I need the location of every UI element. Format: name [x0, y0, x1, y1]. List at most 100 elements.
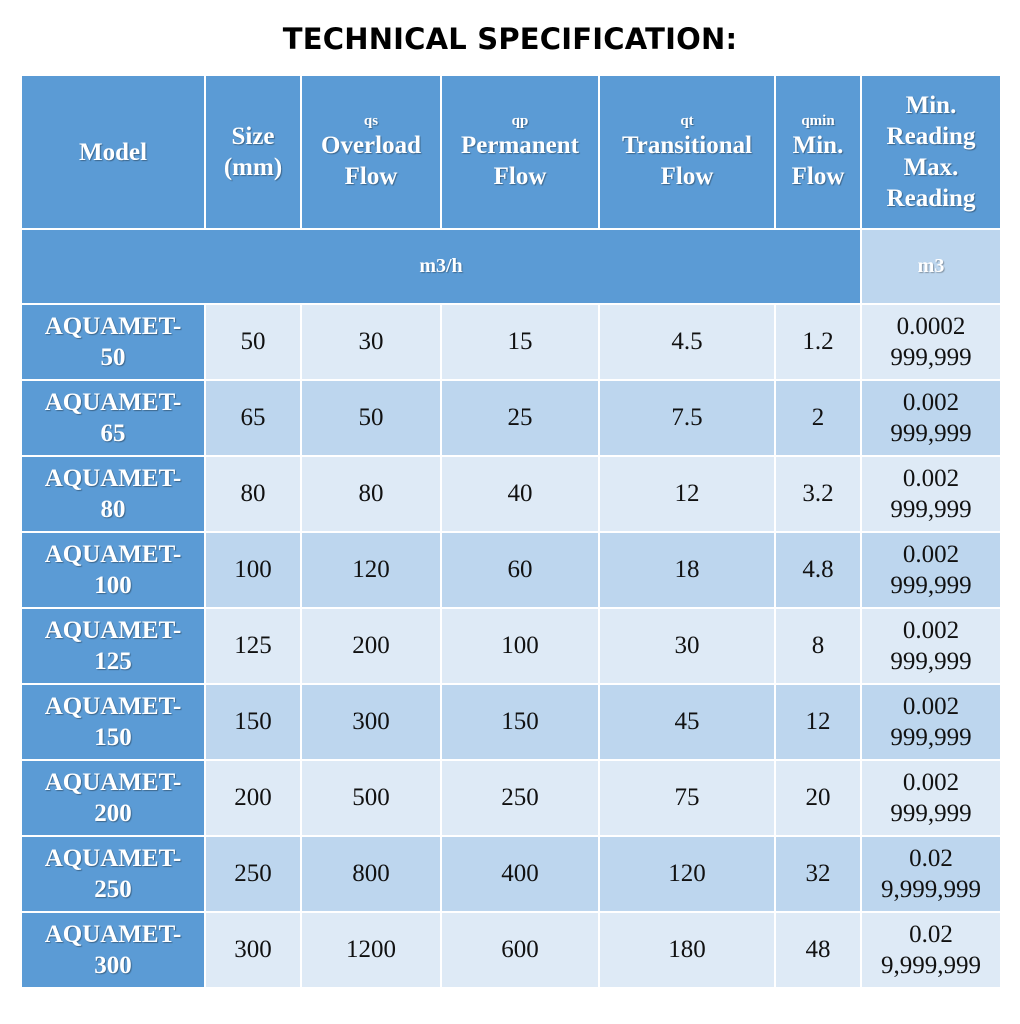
min-reading: 0.002: [902, 541, 960, 568]
header-qp: qp Permanent Flow: [440, 74, 600, 230]
min-flow-cell: 4.8: [774, 531, 862, 609]
reading-cell: 0.0002 999,999: [860, 303, 1002, 381]
model-cell: AQUAMET- 65: [20, 379, 206, 457]
size-cell: 65: [204, 379, 302, 457]
reading-cell: 0.002 999,999: [860, 607, 1002, 685]
max-reading: 9,999,999: [881, 952, 981, 979]
model-cell: AQUAMET- 200: [20, 759, 206, 837]
permanent-flow-cell: 150: [440, 683, 600, 761]
min-flow-cell: 3.2: [774, 455, 862, 533]
transitional-flow-cell: 45: [598, 683, 776, 761]
permanent-flow-cell: 25: [440, 379, 600, 457]
min-flow-cell: 48: [774, 911, 862, 989]
min-reading: 0.002: [902, 769, 960, 796]
table-row: AQUAMET- 125 125 200 100 30 8 0.002 999,999: [20, 607, 1002, 685]
header-qt: qt Transitional Flow: [598, 74, 776, 230]
reading-cell: 0.002 999,999: [860, 683, 1002, 761]
table-row: AQUAMET- 80 80 80 40 12 3.2 0.002 999,999: [20, 455, 1002, 533]
transitional-flow-cell: 75: [598, 759, 776, 837]
max-reading: 999,999: [890, 572, 972, 599]
header-reading: Min. Reading Max. Reading: [860, 74, 1002, 230]
table-row: AQUAMET- 250 250 800 400 120 32 0.02 9,999,999: [20, 835, 1002, 913]
volume-unit: m3: [860, 228, 1002, 305]
model-cell: AQUAMET- 125: [20, 607, 206, 685]
max-reading: 999,999: [890, 344, 972, 371]
transitional-flow-cell: 12: [598, 455, 776, 533]
table-row: AQUAMET- 100 100 120 60 18 4.8 0.002 999,999: [20, 531, 1002, 609]
min-reading: 0.02: [909, 845, 953, 872]
min-reading: 0.0002: [896, 313, 966, 340]
transitional-flow-cell: 4.5: [598, 303, 776, 381]
page-title: TECHNICAL SPECIFICATION:: [282, 22, 738, 56]
header-model: Model: [20, 74, 206, 230]
model-cell: AQUAMET- 80: [20, 455, 206, 533]
permanent-flow-cell: 400: [440, 835, 600, 913]
permanent-flow-cell: 40: [440, 455, 600, 533]
overload-flow-cell: 200: [300, 607, 442, 685]
min-flow-cell: 32: [774, 835, 862, 913]
table-row: AQUAMET- 50 50 30 15 4.5 1.2 0.0002 999,999: [20, 303, 1002, 381]
model-cell: AQUAMET- 300: [20, 911, 206, 989]
transitional-flow-cell: 180: [598, 911, 776, 989]
overload-flow-cell: 80: [300, 455, 442, 533]
model-cell: AQUAMET- 100: [20, 531, 206, 609]
table-row: AQUAMET- 200 200 500 250 75 20 0.002 999,999: [20, 759, 1002, 837]
size-cell: 150: [204, 683, 302, 761]
model-cell: AQUAMET- 150: [20, 683, 206, 761]
size-cell: 250: [204, 835, 302, 913]
size-cell: 125: [204, 607, 302, 685]
max-reading: 999,999: [890, 420, 972, 447]
permanent-flow-cell: 15: [440, 303, 600, 381]
table-row: AQUAMET- 150 150 300 150 45 12 0.002 999,999: [20, 683, 1002, 761]
reading-cell: 0.002 999,999: [860, 759, 1002, 837]
table-row: AQUAMET- 300 300 1200 600 180 48 0.02 9,999,999: [20, 911, 1002, 989]
transitional-flow-cell: 18: [598, 531, 776, 609]
size-cell: 100: [204, 531, 302, 609]
max-reading: 9,999,999: [881, 876, 981, 903]
max-reading: 999,999: [890, 800, 972, 827]
permanent-flow-cell: 600: [440, 911, 600, 989]
reading-cell: 0.002 999,999: [860, 531, 1002, 609]
transitional-flow-cell: 120: [598, 835, 776, 913]
model-cell: AQUAMET- 250: [20, 835, 206, 913]
flow-unit: m3/h: [20, 228, 862, 305]
permanent-flow-cell: 60: [440, 531, 600, 609]
max-reading: 999,999: [890, 724, 972, 751]
min-reading: 0.002: [902, 465, 960, 492]
overload-flow-cell: 120: [300, 531, 442, 609]
max-reading: 999,999: [890, 648, 972, 675]
header-qs: qs Overload Flow: [300, 74, 442, 230]
size-cell: 200: [204, 759, 302, 837]
permanent-flow-cell: 100: [440, 607, 600, 685]
transitional-flow-cell: 7.5: [598, 379, 776, 457]
min-reading: 0.02: [909, 921, 953, 948]
overload-flow-cell: 500: [300, 759, 442, 837]
header-row: Model Size (mm) qs Overload Flow qp Permanen…: [20, 74, 1002, 230]
reading-cell: 0.002 999,999: [860, 455, 1002, 533]
min-flow-cell: 8: [774, 607, 862, 685]
min-flow-cell: 20: [774, 759, 862, 837]
min-reading: 0.002: [902, 617, 960, 644]
reading-cell: 0.002 999,999: [860, 379, 1002, 457]
header-qmin: qmin Min. Flow: [774, 74, 862, 230]
min-flow-cell: 2: [774, 379, 862, 457]
table-row: AQUAMET- 65 65 50 25 7.5 2 0.002 999,999: [20, 379, 1002, 457]
spec-table: Model Size (mm) qs Overload Flow qp Permanen…: [20, 74, 1002, 989]
size-cell: 50: [204, 303, 302, 381]
model-cell: AQUAMET- 50: [20, 303, 206, 381]
min-reading: 0.002: [902, 389, 960, 416]
reading-cell: 0.02 9,999,999: [860, 911, 1002, 989]
size-cell: 300: [204, 911, 302, 989]
header-size: Size (mm): [204, 74, 302, 230]
min-flow-cell: 12: [774, 683, 862, 761]
transitional-flow-cell: 30: [598, 607, 776, 685]
units-row: m3/h m3: [20, 228, 1002, 305]
max-reading: 999,999: [890, 496, 972, 523]
reading-cell: 0.02 9,999,999: [860, 835, 1002, 913]
overload-flow-cell: 50: [300, 379, 442, 457]
size-cell: 80: [204, 455, 302, 533]
overload-flow-cell: 800: [300, 835, 442, 913]
min-reading: 0.002: [902, 693, 960, 720]
permanent-flow-cell: 250: [440, 759, 600, 837]
min-flow-cell: 1.2: [774, 303, 862, 381]
